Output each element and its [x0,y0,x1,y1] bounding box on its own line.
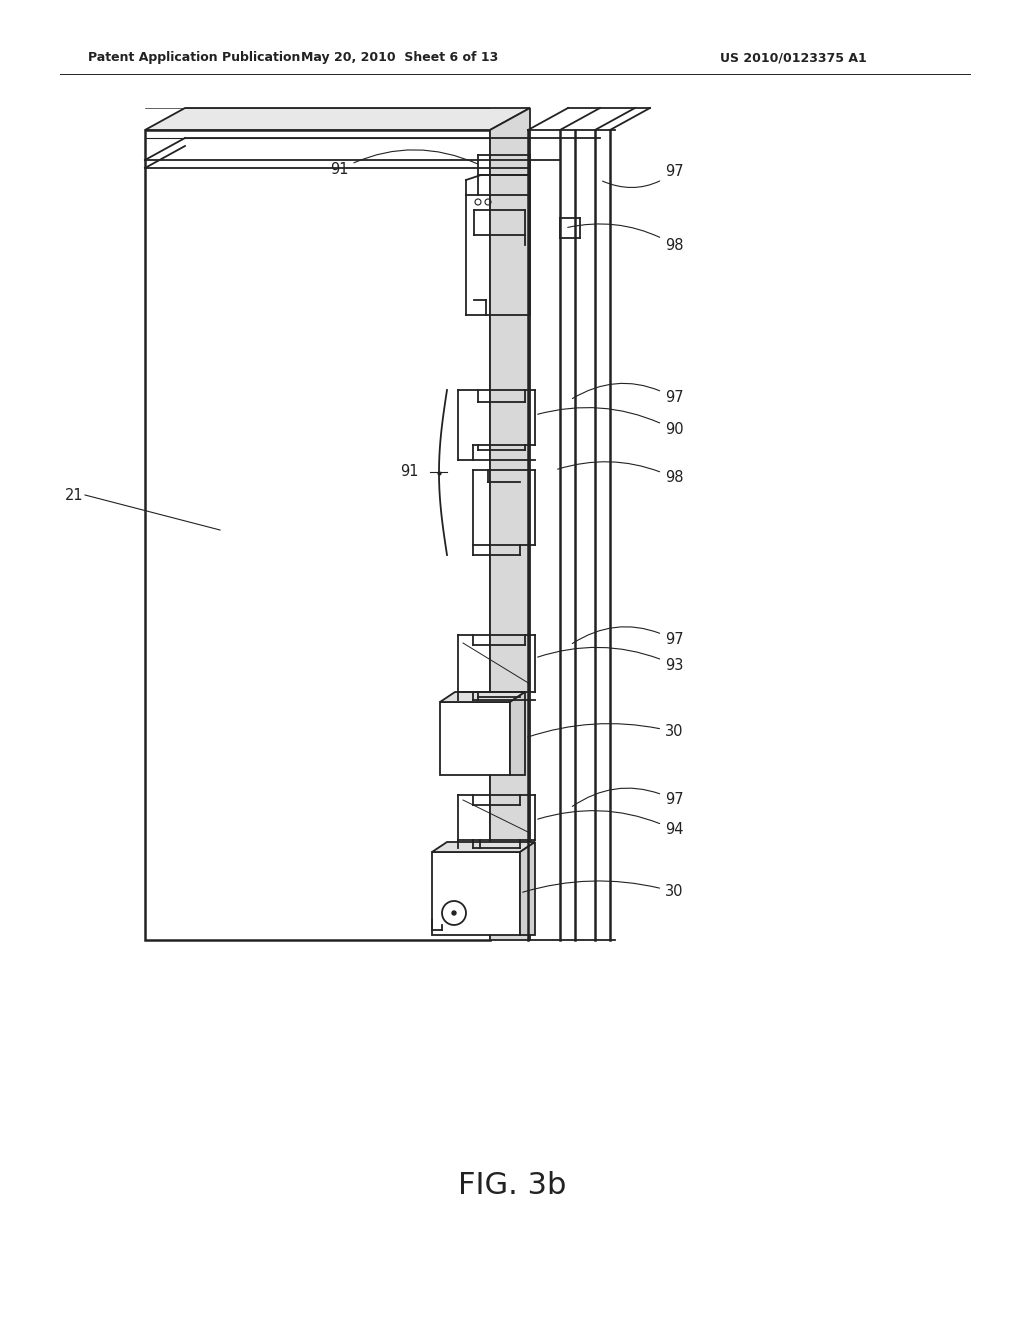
Polygon shape [145,108,530,129]
Text: 30: 30 [527,723,683,739]
Polygon shape [440,702,510,775]
Text: 90: 90 [538,408,684,437]
Text: US 2010/0123375 A1: US 2010/0123375 A1 [720,51,866,65]
Text: 97: 97 [602,165,684,187]
Text: FIG. 3b: FIG. 3b [458,1171,566,1200]
Text: 93: 93 [538,647,683,672]
Text: 98: 98 [567,224,683,252]
Circle shape [452,911,456,915]
Text: 30: 30 [522,880,683,899]
Polygon shape [432,851,520,935]
Polygon shape [440,692,525,702]
Text: 91: 91 [400,465,419,479]
Text: 97: 97 [572,627,684,648]
Text: 94: 94 [538,810,683,837]
Text: 97: 97 [572,383,684,405]
Text: 21: 21 [65,487,84,503]
Text: 97: 97 [572,788,684,808]
Polygon shape [490,108,530,940]
Text: Patent Application Publication: Patent Application Publication [88,51,300,65]
Text: 98: 98 [558,462,683,486]
Polygon shape [510,692,525,775]
Text: 91: 91 [330,149,477,177]
Polygon shape [145,129,490,940]
Polygon shape [432,842,535,851]
Text: May 20, 2010  Sheet 6 of 13: May 20, 2010 Sheet 6 of 13 [301,51,499,65]
Polygon shape [520,842,535,935]
